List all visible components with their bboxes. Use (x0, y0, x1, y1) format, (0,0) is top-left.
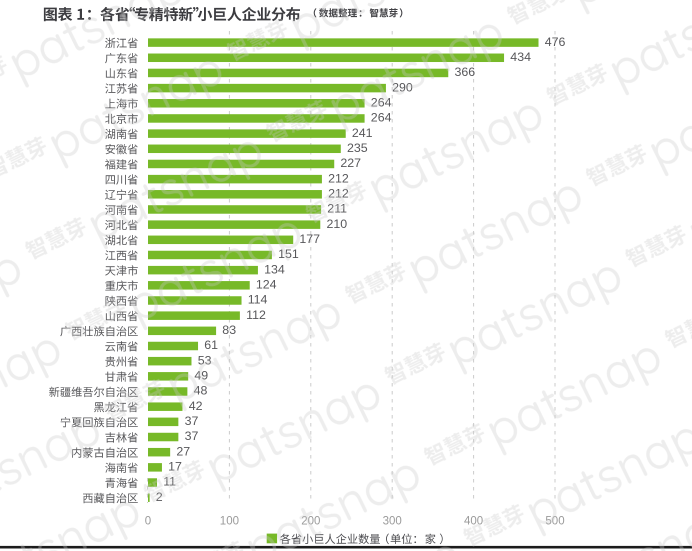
svg-text:37: 37 (185, 414, 199, 428)
svg-text:300: 300 (383, 516, 402, 528)
svg-text:37: 37 (185, 429, 199, 443)
svg-text:42: 42 (189, 399, 203, 413)
svg-text:476: 476 (545, 35, 566, 49)
svg-text:124: 124 (256, 277, 277, 291)
svg-text:100: 100 (220, 516, 239, 528)
svg-text:112: 112 (246, 308, 266, 322)
svg-text:177: 177 (299, 232, 320, 246)
svg-text:227: 227 (340, 156, 361, 170)
svg-text:500: 500 (545, 516, 564, 528)
svg-text:61: 61 (204, 338, 218, 352)
svg-text:134: 134 (264, 262, 285, 276)
svg-text:434: 434 (510, 50, 531, 64)
svg-text:0: 0 (145, 516, 151, 528)
svg-text:114: 114 (248, 293, 268, 307)
svg-text:83: 83 (222, 323, 236, 337)
svg-text:210: 210 (327, 217, 348, 231)
svg-text:264: 264 (371, 111, 392, 125)
svg-text:212: 212 (328, 171, 349, 185)
svg-text:27: 27 (176, 444, 190, 458)
svg-text:366: 366 (455, 65, 476, 79)
svg-text:241: 241 (352, 126, 373, 140)
svg-text:235: 235 (347, 141, 368, 155)
